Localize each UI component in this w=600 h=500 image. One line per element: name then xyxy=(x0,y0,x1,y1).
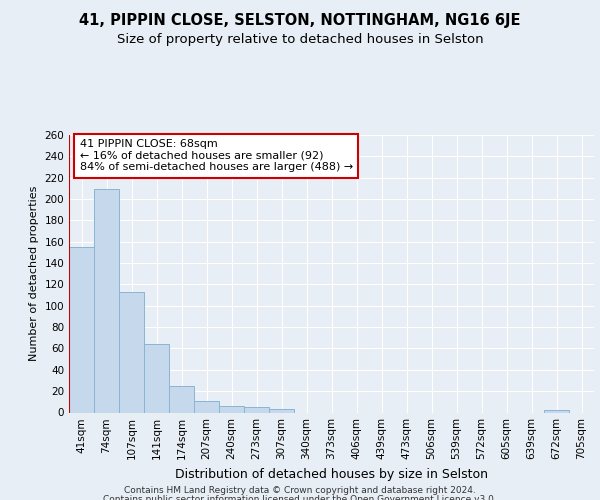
Bar xyxy=(269,410,294,412)
Bar xyxy=(219,406,244,412)
X-axis label: Distribution of detached houses by size in Selston: Distribution of detached houses by size … xyxy=(175,468,488,481)
Y-axis label: Number of detached properties: Number of detached properties xyxy=(29,186,39,362)
Bar xyxy=(69,247,94,412)
Text: Contains HM Land Registry data © Crown copyright and database right 2024.: Contains HM Land Registry data © Crown c… xyxy=(124,486,476,495)
Bar xyxy=(119,292,144,412)
Bar xyxy=(544,410,569,412)
Text: Size of property relative to detached houses in Selston: Size of property relative to detached ho… xyxy=(116,32,484,46)
Bar xyxy=(94,190,119,412)
Text: Contains public sector information licensed under the Open Government Licence v3: Contains public sector information licen… xyxy=(103,495,497,500)
Bar xyxy=(194,401,219,412)
Text: 41, PIPPIN CLOSE, SELSTON, NOTTINGHAM, NG16 6JE: 41, PIPPIN CLOSE, SELSTON, NOTTINGHAM, N… xyxy=(79,12,521,28)
Bar xyxy=(244,407,269,412)
Text: 41 PIPPIN CLOSE: 68sqm
← 16% of detached houses are smaller (92)
84% of semi-det: 41 PIPPIN CLOSE: 68sqm ← 16% of detached… xyxy=(79,139,353,172)
Bar xyxy=(144,344,169,412)
Bar xyxy=(169,386,194,412)
